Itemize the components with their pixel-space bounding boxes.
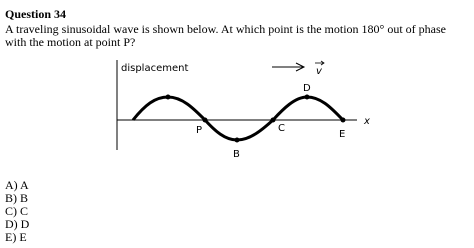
point-label: C	[278, 123, 285, 134]
velocity-label: v	[316, 66, 323, 77]
wave-point	[165, 94, 171, 100]
wave-point	[202, 117, 208, 123]
wave	[131, 95, 345, 142]
wave-point	[234, 137, 240, 143]
axis-label: displacement	[121, 63, 188, 74]
option[interactable]: A) A	[5, 178, 29, 192]
option[interactable]: C) C	[5, 204, 29, 218]
question-title: Question 34	[5, 7, 67, 21]
vector-arrow-head	[320, 60, 325, 66]
point-label: P	[196, 125, 202, 136]
option[interactable]: B) B	[5, 191, 29, 205]
option[interactable]: E) E	[5, 230, 27, 244]
question-text: A traveling sinusoidal wave is shown bel…	[5, 22, 446, 49]
options: A) A B) B C) C D) D E) E	[5, 179, 29, 244]
wave-point	[304, 94, 310, 100]
wave-point	[340, 117, 346, 123]
point-label: D	[303, 83, 311, 94]
point-label: B	[233, 149, 240, 160]
point-label: E	[339, 129, 345, 140]
arrow-head	[295, 62, 306, 72]
wave-point	[270, 117, 276, 123]
option[interactable]: D) D	[5, 217, 30, 231]
x-label: x	[363, 116, 370, 127]
